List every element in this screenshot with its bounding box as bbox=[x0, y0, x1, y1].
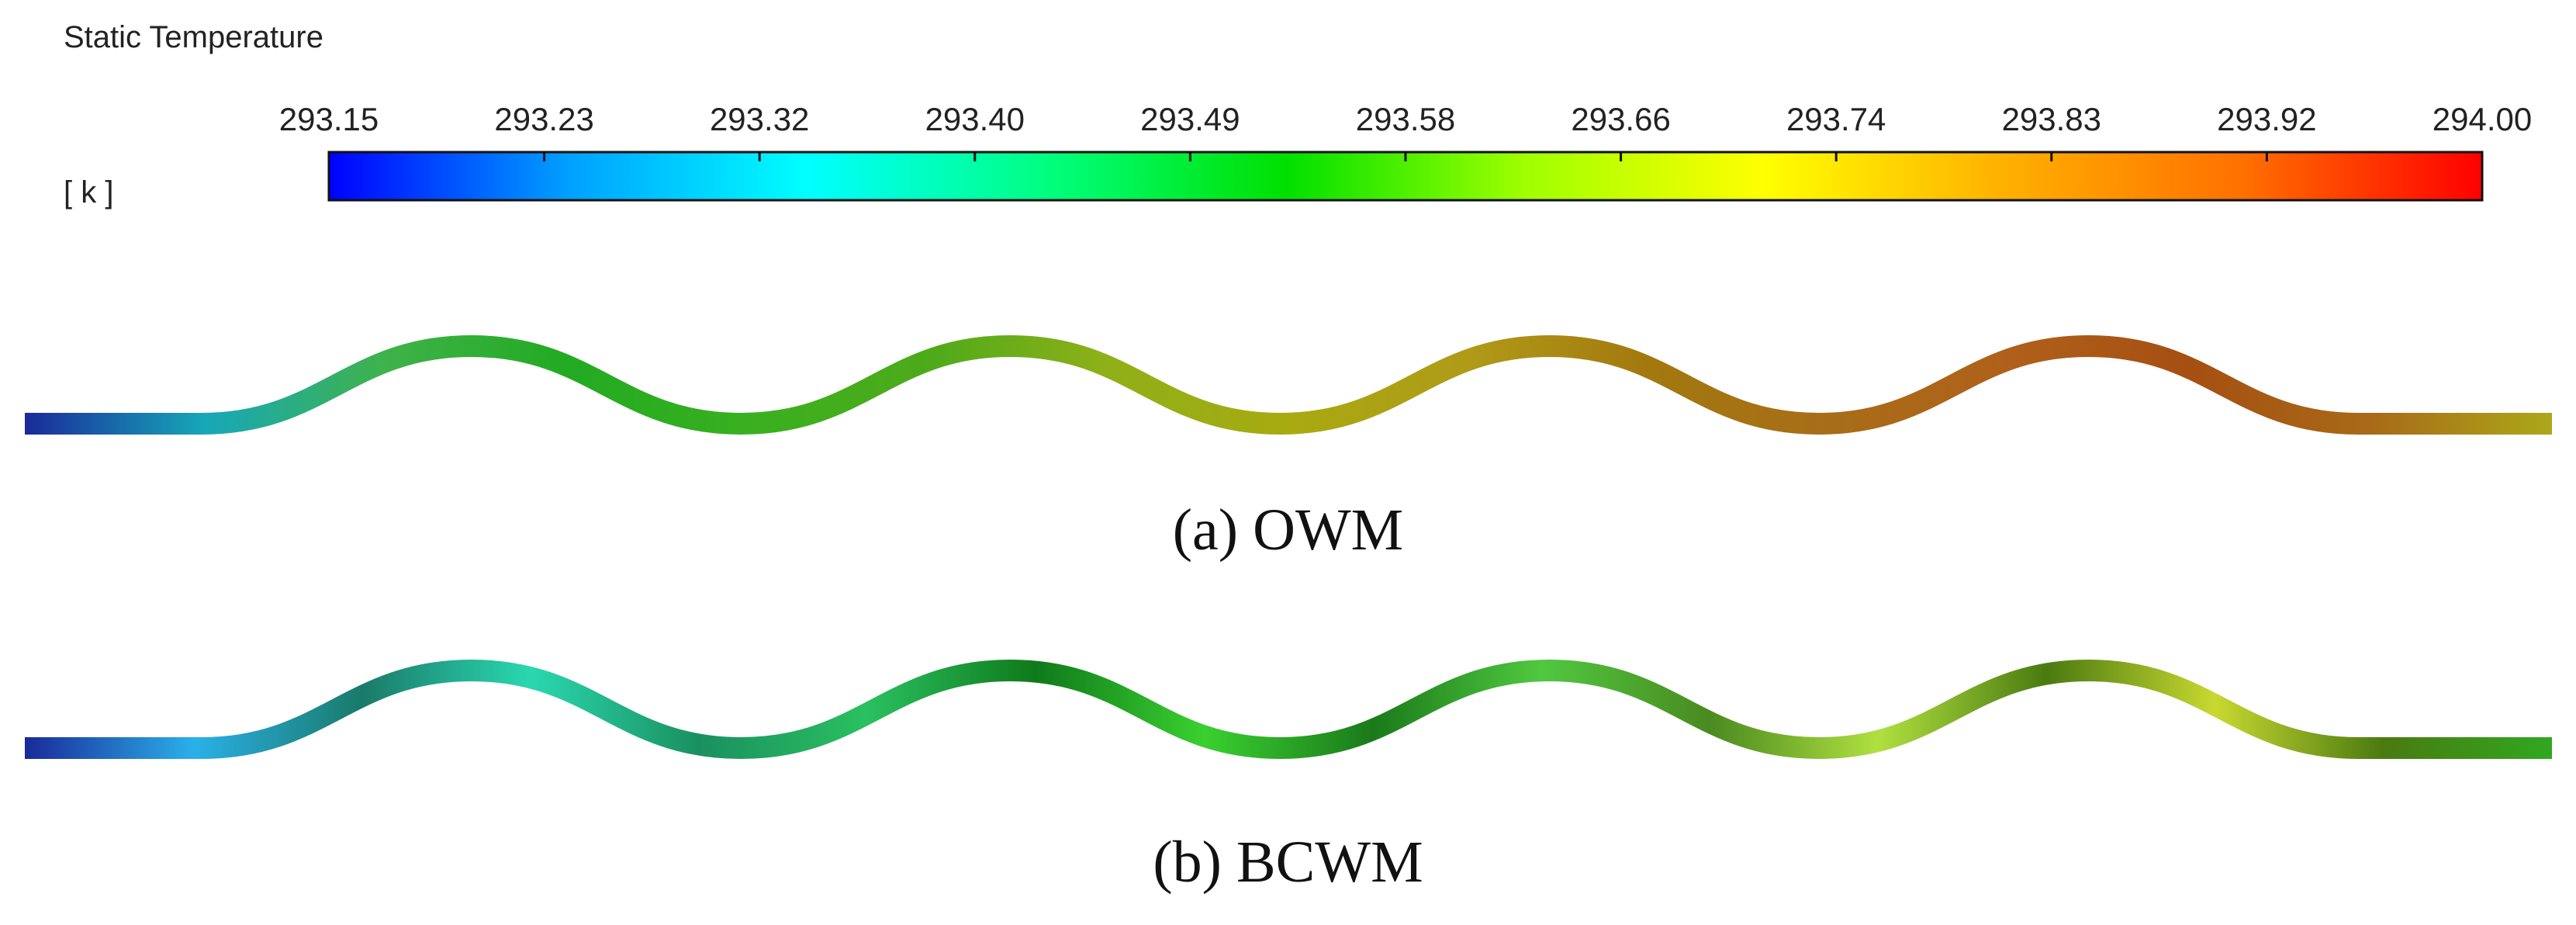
legend-unit: [ k ] bbox=[64, 175, 114, 210]
legend-title: Static Temperature bbox=[64, 20, 323, 54]
channel-owm bbox=[25, 334, 2552, 435]
colorbar-tick-label: 293.92 bbox=[2217, 101, 2317, 137]
caption-owm: (a) OWM bbox=[1172, 497, 1404, 563]
colorbar-tick-label: 293.74 bbox=[1786, 101, 1886, 137]
colorbar-tick-label: 293.40 bbox=[925, 101, 1025, 137]
colorbar-tick-label: 293.83 bbox=[2001, 101, 2102, 137]
colorbar-tick-label: 293.23 bbox=[494, 101, 594, 137]
colorbar-tick-label: 293.58 bbox=[1355, 101, 1456, 137]
colorbar-tick-label: 293.15 bbox=[278, 101, 379, 137]
colorbar-ticks bbox=[327, 152, 2484, 161]
channel-bcwm bbox=[25, 659, 2552, 760]
caption-bcwm: (b) BCWM bbox=[1153, 830, 1423, 895]
colorbar-tick-label: 293.49 bbox=[1140, 101, 1240, 137]
colorbar-tick-label: 293.32 bbox=[709, 101, 810, 137]
colorbar-tick-label: 294.00 bbox=[2432, 101, 2533, 137]
colorbar-tick-label: 293.66 bbox=[1571, 101, 1671, 137]
